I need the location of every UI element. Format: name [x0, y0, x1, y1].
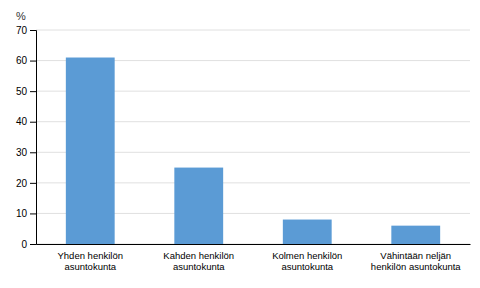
chart: 0 10 20 30 40 50 60 70 Yhden henkilönasuntokunta…	[0, 0, 480, 288]
y-tick-mark	[30, 244, 36, 245]
y-tick: 10	[16, 208, 36, 219]
x-tick-label: Kolmen henkilönasuntokunta	[272, 250, 342, 272]
y-tick: 70	[16, 25, 36, 36]
x-tick-label: Yhden henkilönasuntokunta	[58, 250, 124, 272]
y-tick-mark	[30, 91, 36, 92]
y-tick-label: 30	[16, 147, 28, 158]
y-tick-label: 20	[16, 178, 28, 189]
x-axis: Yhden henkilönasuntokunta Kahden henkilön…	[37, 245, 471, 273]
y-tick-mark	[30, 30, 36, 31]
x-tick: Kahden henkilönasuntokunta	[163, 250, 234, 272]
y-axis-title: %	[16, 10, 26, 22]
y-tick-mark	[30, 213, 36, 214]
y-tick-mark	[30, 183, 36, 184]
y-tick: 20	[16, 178, 36, 189]
y-tick-label: 70	[16, 25, 28, 36]
y-tick: 60	[16, 55, 36, 66]
y-tick: 30	[16, 147, 36, 158]
bar	[66, 58, 115, 244]
y-tick-mark	[30, 152, 36, 153]
bar	[174, 168, 223, 244]
y-tick-mark	[30, 122, 36, 123]
y-axis: 0 10 20 30 40 50 60 70	[16, 25, 37, 250]
y-tick-label: 50	[16, 86, 28, 97]
x-tick: Yhden henkilönasuntokunta	[58, 250, 124, 272]
y-tick-label: 0	[21, 239, 27, 250]
y-tick: 50	[16, 86, 36, 97]
bar	[391, 226, 440, 244]
plot: 0 10 20 30 40 50 60 70 Yhden henkilönasuntokunta…	[16, 25, 471, 272]
y-tick-label: 40	[16, 116, 28, 127]
x-tick: Kolmen henkilönasuntokunta	[272, 250, 342, 272]
y-tick-mark	[30, 61, 36, 62]
grid-line	[36, 30, 470, 31]
bar	[283, 220, 332, 244]
y-tick: 0	[21, 239, 36, 250]
x-axis-line	[37, 244, 471, 245]
bars	[66, 58, 440, 244]
x-tick: Vähintään neljänhenkilön asuntokunta	[371, 250, 462, 272]
y-axis-line	[30, 31, 37, 245]
y-tick-label: 60	[16, 55, 28, 66]
x-tick-label: Vähintään neljänhenkilön asuntokunta	[371, 250, 462, 272]
y-tick: 40	[16, 116, 36, 127]
x-tick-label: Kahden henkilönasuntokunta	[163, 250, 234, 272]
grid	[36, 30, 470, 244]
y-tick-label: 10	[16, 208, 28, 219]
